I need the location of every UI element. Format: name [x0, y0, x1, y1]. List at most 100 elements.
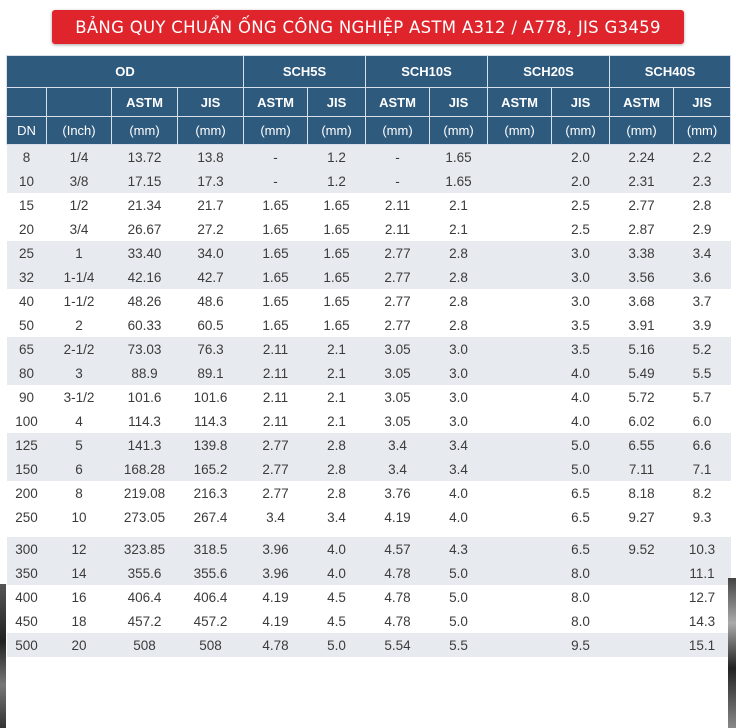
- table-cell: 17.15: [111, 169, 178, 193]
- table-cell: 2.8: [429, 265, 488, 289]
- table-row: 250 10 273.05 267.4 3.4 3.4 4.19 4.0 6.5 9.27 9.3: [6, 505, 731, 529]
- table-cell: 318.5: [177, 537, 244, 561]
- table-cell: 6: [46, 457, 112, 481]
- table-cell: 1.65: [243, 217, 308, 241]
- table-cell: 5.2: [673, 337, 731, 361]
- table-cell: 16: [46, 585, 112, 609]
- table-cell: 3-1/2: [46, 385, 112, 409]
- table-cell: 14: [46, 561, 112, 585]
- pipe-photo-edge-left: [0, 584, 6, 728]
- table-cell: 2.77: [243, 481, 308, 505]
- table-cell: 3.76: [365, 481, 430, 505]
- table-cell: 3/4: [46, 217, 112, 241]
- table-cell: 48.6: [177, 289, 244, 313]
- table-cell: 65: [6, 337, 47, 361]
- table-cell: 4.19: [365, 505, 430, 529]
- table-cell: 8.0: [551, 585, 610, 609]
- table-cell: 3.0: [551, 289, 610, 313]
- table-cell: 3.4: [307, 505, 366, 529]
- table-cell: 12: [46, 537, 112, 561]
- table-cell: 457.2: [177, 609, 244, 633]
- table-cell: [487, 289, 552, 313]
- table-cell: 4.0: [551, 361, 610, 385]
- table-row: 125 5 141.3 139.8 2.77 2.8 3.4 3.4 5.0 6.55 6.6: [6, 433, 731, 457]
- header-od: OD: [6, 55, 244, 88]
- table-cell: 406.4: [177, 585, 244, 609]
- table-cell: 14.3: [673, 609, 731, 633]
- table-cell: [487, 169, 552, 193]
- table-row: 90 3-1/2 101.6 101.6 2.11 2.1 3.05 3.0 4.0 5.72 5.…: [6, 385, 731, 409]
- table-cell: 355.6: [111, 561, 178, 585]
- table-row: 25 1 33.40 34.0 1.65 1.65 2.77 2.8 3.0 3.38 3.4: [6, 241, 731, 265]
- table-cell: [487, 505, 552, 529]
- table-cell: 18: [46, 609, 112, 633]
- table-cell: 21.34: [111, 193, 178, 217]
- table-cell: 2.9: [673, 217, 731, 241]
- table-cell: 42.16: [111, 265, 178, 289]
- table-cell: [487, 481, 552, 505]
- table-cell: 3.7: [673, 289, 731, 313]
- header-sch10s: SCH10S: [365, 55, 489, 88]
- table-cell: [487, 241, 552, 265]
- table-cell: 2.77: [243, 457, 308, 481]
- table-cell: 1.65: [243, 241, 308, 265]
- table-cell: 1.65: [307, 313, 366, 337]
- table-cell: 114.3: [111, 409, 178, 433]
- table-cell: 5.0: [429, 585, 488, 609]
- table-cell: 2.1: [429, 193, 488, 217]
- table-cell: 1/2: [46, 193, 112, 217]
- pipe-spec-table: OD SCH5S SCH10S SCH20S SCH40S ASTM JIS A…: [6, 55, 732, 657]
- table-cell: 6.02: [609, 409, 674, 433]
- table-cell: 6.5: [551, 537, 610, 561]
- table-cell: 5.0: [429, 561, 488, 585]
- table-cell: 1-1/4: [46, 265, 112, 289]
- table-cell: -: [365, 144, 430, 169]
- table-cell: 5.0: [429, 609, 488, 633]
- table-row: 8 1/4 13.72 13.8-1.2-1.65 2.0 2.24 2.2: [6, 144, 731, 169]
- table-cell: 42.7: [177, 265, 244, 289]
- table-cell: 13.72: [111, 144, 178, 169]
- table-cell: 125: [6, 433, 47, 457]
- table-cell: 165.2: [177, 457, 244, 481]
- table-cell: 21.7: [177, 193, 244, 217]
- header-row-standards: ASTM JIS ASTM JIS ASTM JIS ASTM JIS ASTM…: [6, 87, 732, 117]
- table-cell: 4.0: [307, 561, 366, 585]
- table-cell: 3.96: [243, 537, 308, 561]
- title-banner: BẢNG QUY CHUẨN ỐNG CÔNG NGHIỆP ASTM A312…: [52, 10, 684, 44]
- table-row: 15 1/2 21.34 21.7 1.65 1.65 2.11 2.1 2.5 2.77 2.8: [6, 193, 731, 217]
- table-cell: 7.11: [609, 457, 674, 481]
- table-cell: 2.3: [673, 169, 731, 193]
- table-cell: 3.5: [551, 313, 610, 337]
- table-cell: 2.11: [365, 217, 430, 241]
- table-cell: 8: [46, 481, 112, 505]
- table-cell: 1.65: [307, 217, 366, 241]
- table-cell: 8: [6, 144, 47, 169]
- table-cell: 1.65: [307, 241, 366, 265]
- table-cell: 2.77: [365, 265, 430, 289]
- table-cell: 4.78: [365, 561, 430, 585]
- table-cell: 406.4: [111, 585, 178, 609]
- table-cell: 5.5: [673, 361, 731, 385]
- table-cell: 3/8: [46, 169, 112, 193]
- table-cell: 89.1: [177, 361, 244, 385]
- table-cell: 250: [6, 505, 47, 529]
- header-sch20s: SCH20S: [487, 55, 611, 88]
- header-jis: JIS: [306, 87, 367, 117]
- unit-dn: DN: [6, 116, 47, 145]
- pipe-photo-edge-right: [728, 578, 736, 728]
- table-cell: [487, 537, 552, 561]
- unit-mm: (mm): [111, 116, 178, 145]
- table-cell: 4.0: [551, 385, 610, 409]
- table-cell: 3.4: [365, 433, 430, 457]
- table-cell: 3.4: [243, 505, 308, 529]
- table-cell: 4.78: [365, 585, 430, 609]
- table-cell: 2.8: [429, 313, 488, 337]
- table-cell: 48.26: [111, 289, 178, 313]
- table-cell: 2.8: [307, 481, 366, 505]
- table-cell: 9.27: [609, 505, 674, 529]
- table-cell: 2.0: [551, 144, 610, 169]
- table-cell: 150: [6, 457, 47, 481]
- table-cell: 4.5: [307, 585, 366, 609]
- table-cell: 2.8: [429, 289, 488, 313]
- table-cell: 4.0: [429, 505, 488, 529]
